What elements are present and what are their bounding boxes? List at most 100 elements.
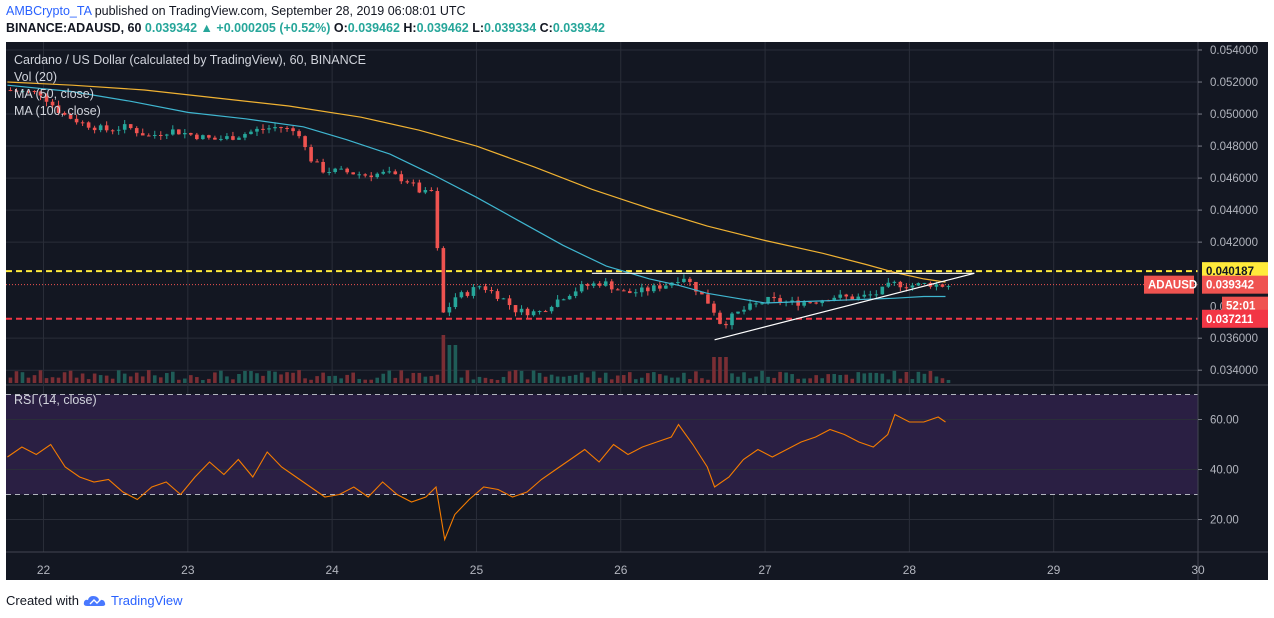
volume-bar	[597, 377, 602, 383]
volume-bar	[195, 377, 199, 383]
volume-bar	[531, 370, 536, 383]
volume-bar	[50, 377, 55, 383]
price-axis: 0.054000 0.052000 0.050000 0.048000 0.046000…	[1198, 45, 1258, 377]
volume-bar	[351, 372, 355, 383]
candle-body	[363, 174, 368, 176]
support-tag-bg	[1202, 309, 1268, 328]
candle-body	[375, 173, 380, 178]
candle-body	[820, 300, 824, 304]
candle-body	[724, 323, 728, 326]
time-tick-label: 23	[181, 563, 195, 577]
volume-bar	[225, 376, 229, 383]
volume-bar	[706, 379, 710, 383]
candle-body	[621, 290, 626, 292]
candle-body	[465, 292, 470, 296]
volume-bar	[615, 375, 620, 383]
volume-bar	[664, 375, 668, 383]
volume-bar	[682, 372, 686, 383]
volume-bar	[110, 378, 115, 383]
volume-bars	[8, 335, 951, 383]
volume-bar	[309, 379, 313, 383]
candle-body	[8, 90, 13, 92]
volume-bar	[279, 374, 283, 383]
candle-body	[333, 168, 337, 173]
volume-bar	[146, 370, 151, 383]
volume-bar	[255, 373, 259, 383]
open-label: O:	[333, 21, 348, 35]
candle-body	[754, 303, 758, 305]
volume-bar	[140, 376, 145, 383]
close-label: C:	[539, 21, 553, 35]
volume-bar	[495, 379, 500, 383]
volume-bar	[116, 370, 121, 383]
tradingview-brand[interactable]: TradingView	[110, 593, 183, 608]
candle-body	[231, 136, 235, 140]
volume-bar	[327, 376, 331, 383]
candle-body	[688, 278, 692, 282]
price-pane-background	[6, 42, 1198, 580]
volume-bar	[922, 373, 927, 383]
candle-body	[369, 175, 374, 178]
chart-area[interactable]: 0.054000 0.052000 0.050000 0.048000 0.046000…	[6, 42, 1268, 580]
candle-body	[411, 182, 416, 184]
candle-body	[255, 128, 259, 132]
trendlines	[591, 272, 975, 341]
candle-body	[261, 128, 265, 130]
price-tick-label: 0.048000	[1210, 141, 1258, 153]
candle-body	[146, 135, 151, 137]
time-tick-label: 25	[470, 563, 484, 577]
volume-bar	[405, 378, 410, 383]
volume-bar	[363, 379, 368, 383]
volume-bar	[267, 370, 271, 383]
candle-body	[26, 90, 31, 92]
price-tick-label: 0.046000	[1210, 173, 1258, 185]
volume-bar	[694, 371, 698, 383]
volume-bar	[177, 379, 181, 383]
candle-body	[183, 132, 187, 135]
volume-bar	[98, 375, 103, 383]
time-axis: 22 23 24 25 26 27 28 29 30	[37, 563, 1205, 577]
volume-bar	[760, 370, 764, 383]
author-link[interactable]: AMBCrypto_TA	[6, 4, 92, 18]
up-arrow-icon: ▲	[200, 21, 213, 35]
volume-bar	[261, 375, 265, 383]
candle-body	[658, 285, 662, 289]
volume-bar	[507, 371, 512, 383]
volume-bar	[291, 372, 295, 383]
volume-bar	[339, 378, 343, 383]
candle-body	[802, 302, 806, 306]
candle-body	[537, 311, 542, 313]
chart-svg[interactable]: 0.054000 0.052000 0.050000 0.048000 0.046000…	[6, 42, 1268, 580]
candle-body	[351, 172, 355, 175]
candle-body	[880, 286, 885, 295]
legend-ma50: MA (50, close)	[14, 87, 94, 101]
ohlc-line: BINANCE:ADAUSD, 60 0.039342 ▲ +0.000205 …	[6, 21, 605, 35]
volume-bar	[676, 377, 680, 383]
low-value: 0.039334	[484, 21, 537, 35]
candle-body	[868, 294, 873, 296]
candle-body	[243, 134, 247, 138]
candle-body	[339, 168, 343, 170]
volume-bar	[742, 372, 746, 383]
volume-bar	[754, 376, 758, 383]
candle-body	[357, 174, 361, 176]
candle-body	[700, 291, 704, 295]
volume-bar	[652, 372, 656, 383]
volume-bar	[712, 357, 716, 383]
candle-body	[573, 291, 578, 296]
candle-body	[615, 289, 620, 291]
volume-bar	[128, 376, 133, 383]
candle-body	[38, 91, 43, 96]
volume-bar	[886, 379, 891, 383]
volume-bar	[946, 379, 951, 383]
candle-body	[838, 294, 843, 298]
last-price-tag: 0.039342	[1206, 280, 1254, 292]
candle-body	[531, 311, 536, 316]
candle-body	[285, 127, 289, 129]
rsi-tick-label: 60.00	[1210, 415, 1239, 427]
candle-body	[92, 127, 97, 131]
candle-body	[898, 281, 903, 288]
volume-bar	[423, 376, 428, 383]
volume-bar	[928, 370, 933, 383]
